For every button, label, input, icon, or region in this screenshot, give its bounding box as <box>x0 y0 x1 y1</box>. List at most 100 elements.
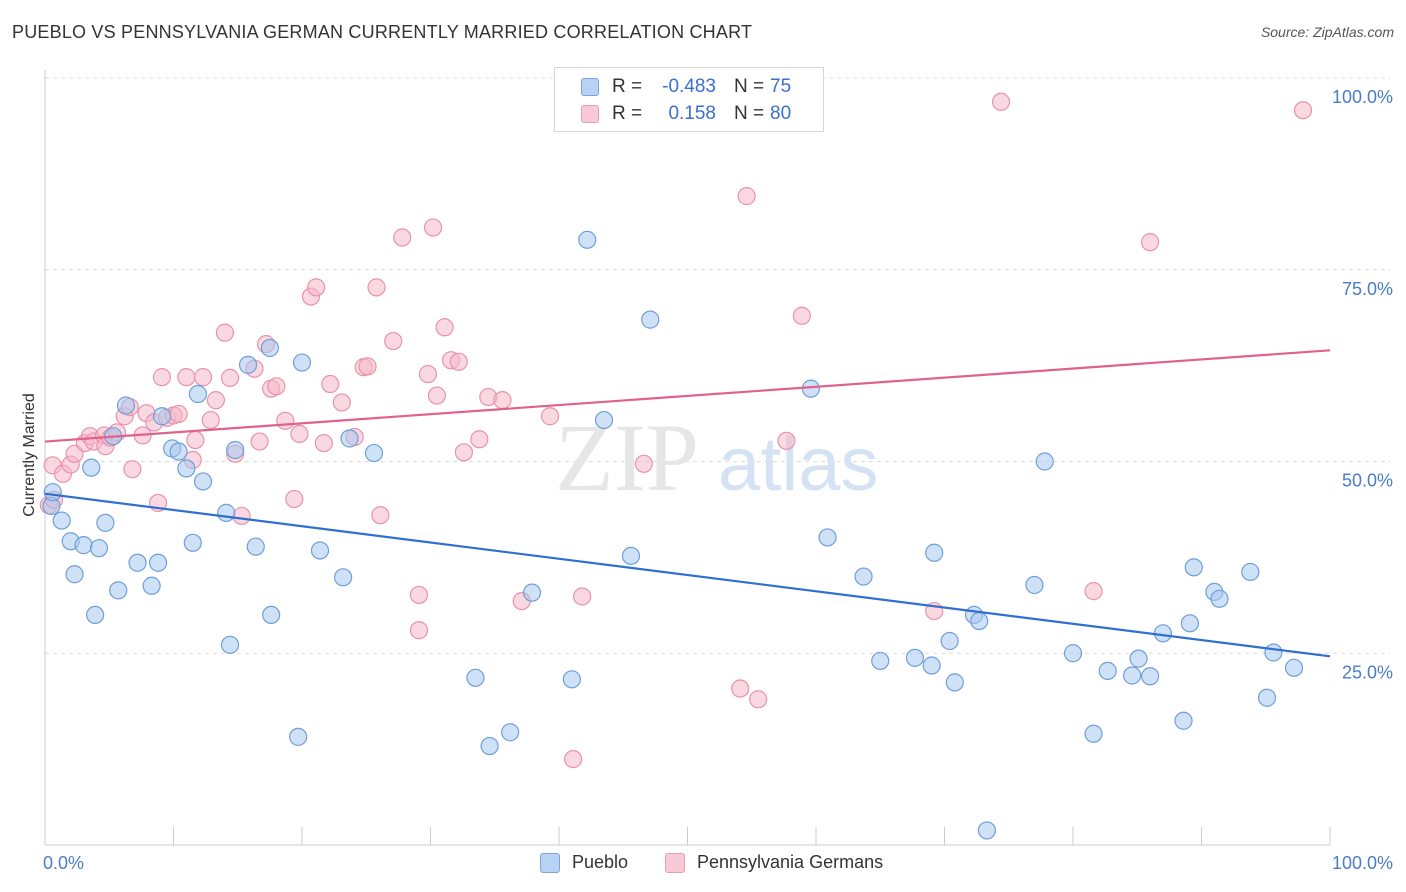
data-point <box>289 727 308 746</box>
data-point <box>43 483 62 502</box>
data-point <box>340 429 359 448</box>
data-point <box>1025 575 1044 595</box>
source-label: Source: ZipAtlas.com <box>1260 24 1394 40</box>
data-point <box>384 331 403 351</box>
data-point <box>321 374 340 394</box>
data-point <box>564 749 583 769</box>
data-point <box>1098 661 1117 680</box>
data-point <box>177 368 196 387</box>
data-point <box>1174 711 1193 730</box>
data-point <box>262 605 281 625</box>
tick-labels: 25.0% 50.0% 75.0% 100.0% 0.0% 100.0% <box>43 87 1393 873</box>
data-point <box>409 585 429 605</box>
data-point <box>594 410 614 430</box>
data-point <box>82 458 101 477</box>
axes <box>44 70 1331 846</box>
data-point <box>493 391 512 410</box>
data-point <box>276 411 295 430</box>
data-point <box>206 391 226 410</box>
data-point <box>246 537 265 556</box>
data-point <box>922 656 941 675</box>
series-pennsylvania-germans <box>39 92 1313 769</box>
data-point <box>1129 649 1148 668</box>
data-point <box>96 513 115 532</box>
trend-lines <box>44 349 1331 658</box>
data-point <box>193 472 213 491</box>
data-point <box>217 503 236 522</box>
data-point <box>65 565 84 584</box>
data-point <box>220 635 240 654</box>
data-point <box>142 576 161 595</box>
legend-swatch-pennsylvania-germans <box>581 105 599 123</box>
legend-row-pueblo: R = -0.483 N = 75 <box>581 74 791 100</box>
data-point <box>522 583 542 602</box>
data-point <box>423 218 443 237</box>
data-point <box>220 368 240 387</box>
data-point <box>418 364 438 384</box>
data-point <box>621 546 641 565</box>
data-point <box>332 393 351 412</box>
data-point <box>116 396 136 415</box>
data-point <box>1284 658 1304 677</box>
data-point <box>737 187 756 206</box>
x-tick-label: 0.0% <box>43 853 84 873</box>
data-point <box>232 506 251 526</box>
data-point <box>290 424 309 443</box>
data-point <box>86 605 105 625</box>
data-point <box>74 536 93 555</box>
trend-line-pueblo <box>44 492 1331 658</box>
data-point <box>1264 643 1283 662</box>
data-point <box>123 460 142 479</box>
legend-n-label: N = <box>734 103 765 124</box>
data-point <box>1063 644 1083 663</box>
data-point <box>480 736 499 756</box>
data-point <box>792 306 811 325</box>
data-point <box>1123 666 1142 685</box>
watermark-zip: ZIP <box>555 404 699 511</box>
data-point <box>310 541 330 560</box>
data-point <box>470 430 489 449</box>
data-point <box>201 410 220 430</box>
data-point <box>818 528 837 547</box>
data-point <box>427 386 447 405</box>
data-point <box>226 440 245 460</box>
data-point <box>1084 582 1103 601</box>
legend-n-value: 80 <box>770 103 792 124</box>
series-pueblo <box>42 230 1304 840</box>
data-point <box>358 357 377 376</box>
legend-r-label: R = <box>612 103 643 124</box>
data-point <box>314 433 333 453</box>
data-point <box>970 611 989 631</box>
data-point <box>128 553 147 572</box>
y-tick-label: 50.0% <box>1342 471 1393 491</box>
y-tick-label: 75.0% <box>1342 279 1393 299</box>
data-point <box>183 533 202 552</box>
data-point <box>1241 562 1260 582</box>
data-point <box>393 228 412 247</box>
data-point <box>1210 589 1229 608</box>
legend-n-label: N = <box>734 76 765 97</box>
data-point <box>777 431 796 450</box>
data-point <box>940 631 959 651</box>
data-point <box>409 621 429 640</box>
bottom-legend-label-pueblo: Pueblo <box>572 852 629 872</box>
data-point <box>307 278 326 297</box>
data-point <box>749 690 768 709</box>
data-point <box>52 511 71 530</box>
data-point <box>466 668 485 687</box>
legend-swatch-pueblo <box>581 78 599 96</box>
data-point <box>1180 614 1200 633</box>
data-point <box>578 230 597 249</box>
data-point <box>854 567 873 586</box>
legend-row-pennsylvania-germans: R = 0.158 N = 80 <box>581 101 791 127</box>
trend-line-pennsylvania-germans <box>44 349 1331 443</box>
data-point <box>285 489 304 509</box>
data-point <box>371 506 390 525</box>
data-point <box>641 310 660 329</box>
data-point <box>540 407 560 426</box>
x-tick-label: 100.0% <box>1332 853 1393 873</box>
y-tick-label: 25.0% <box>1342 662 1393 682</box>
data-point <box>89 539 109 558</box>
y-tick-label: 100.0% <box>1332 87 1393 107</box>
data-point <box>991 92 1011 111</box>
